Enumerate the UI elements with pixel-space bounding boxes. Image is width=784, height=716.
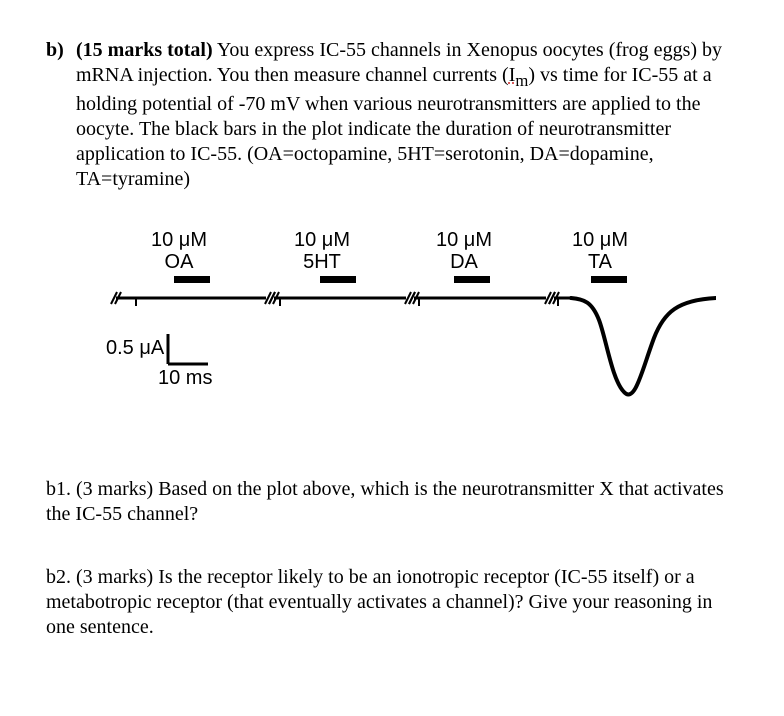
- question-b2: b2. (3 marks) Is the receptor likely to …: [46, 565, 738, 640]
- svg-text:DA: DA: [450, 251, 478, 273]
- trace-figure: 10 μMOA10 μM5HT10 μMDA10 μMTA0.5 μA10 ms: [76, 220, 738, 427]
- svg-text:0.5 μA: 0.5 μA: [106, 337, 165, 359]
- b2-label: b2. (3 marks): [46, 566, 153, 588]
- question-b: b) (15 marks total) You express IC-55 ch…: [46, 38, 738, 192]
- svg-text:10 ms: 10 ms: [158, 367, 212, 389]
- svg-text:TA: TA: [588, 251, 613, 273]
- question-b1: b1. (3 marks) Based on the plot above, w…: [46, 477, 738, 527]
- im-symbol: Im: [509, 64, 529, 86]
- marks: (15 marks total): [76, 39, 213, 61]
- trace-svg: 10 μMOA10 μM5HT10 μMDA10 μMTA0.5 μA10 ms: [76, 220, 716, 420]
- svg-text:10 μM: 10 μM: [294, 229, 350, 251]
- svg-text:10 μM: 10 μM: [151, 229, 207, 251]
- question-body: (15 marks total) You express IC-55 chann…: [76, 38, 738, 192]
- svg-text:10 μM: 10 μM: [436, 229, 492, 251]
- b1-label: b1. (3 marks): [46, 478, 153, 500]
- svg-text:OA: OA: [165, 251, 195, 273]
- svg-text:10 μM: 10 μM: [572, 229, 628, 251]
- svg-text:5HT: 5HT: [303, 251, 341, 273]
- question-label: b): [46, 38, 76, 192]
